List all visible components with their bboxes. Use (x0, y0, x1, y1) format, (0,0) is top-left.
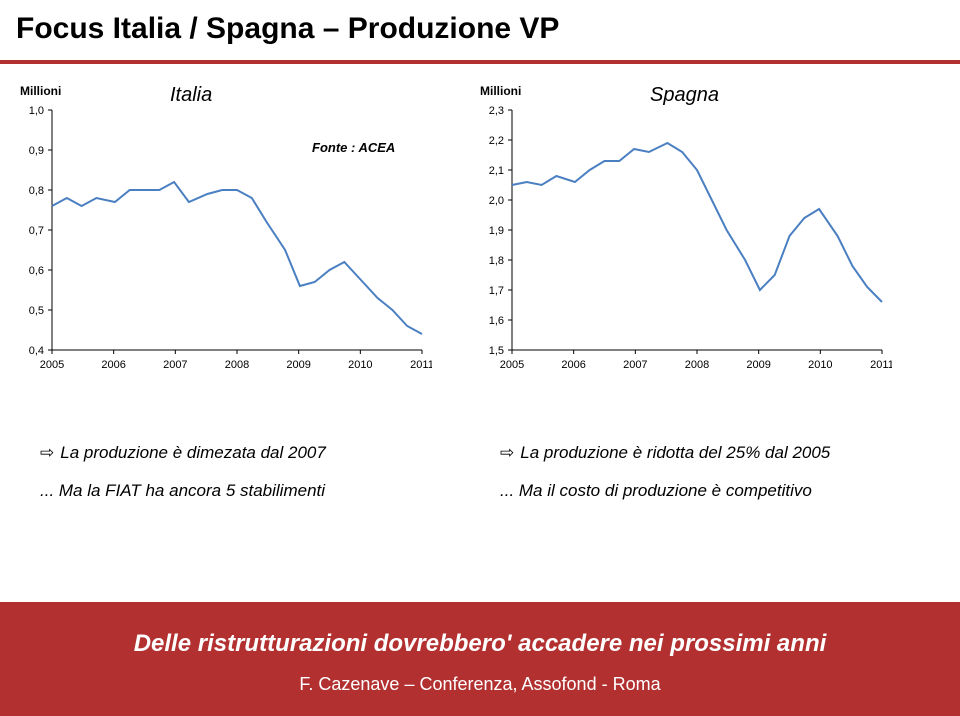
svg-text:1,6: 1,6 (489, 315, 504, 327)
svg-text:1,9: 1,9 (489, 225, 504, 237)
svg-text:2006: 2006 (561, 359, 585, 371)
svg-text:2010: 2010 (348, 359, 372, 371)
page-title: Focus Italia / Spagna – Produzione VP (16, 12, 559, 46)
bullet-text: La produzione è dimezata dal 2007 (60, 443, 326, 462)
svg-text:2,2: 2,2 (489, 135, 504, 147)
svg-text:2005: 2005 (40, 359, 64, 371)
svg-text:0,8: 0,8 (29, 185, 44, 197)
footer-band: Delle ristrutturazioni dovrebbero' accad… (0, 602, 960, 716)
svg-text:2010: 2010 (808, 359, 832, 371)
footer-sub: F. Cazenave – Conferenza, Assofond - Rom… (0, 674, 960, 695)
bullet-text: ... Ma la FIAT ha ancora 5 stabilimenti (40, 481, 325, 500)
svg-text:0,5: 0,5 (29, 305, 44, 317)
svg-text:0,6: 0,6 (29, 265, 44, 277)
svg-text:1,0: 1,0 (29, 105, 44, 117)
svg-text:2,1: 2,1 (489, 165, 504, 177)
svg-text:2007: 2007 (163, 359, 187, 371)
svg-text:0,9: 0,9 (29, 145, 44, 157)
left-chart: 0,4 0,5 0,6 0,7 0,8 0,9 1,0 2005 2006 2007 2008 200… (12, 100, 432, 380)
svg-text:2,3: 2,3 (489, 105, 504, 117)
bullet-row: ⇨ La produzione è ridotta del 25% dal 200… (500, 440, 940, 466)
svg-text:2011: 2011 (410, 359, 432, 371)
left-millioni-label: Millioni (20, 84, 61, 98)
svg-text:2008: 2008 (225, 359, 249, 371)
right-chart: 1,5 1,6 1,7 1,8 1,9 2,0 2,1 2,2 2,3 2005 2006 2007 2… (472, 100, 892, 380)
svg-text:0,4: 0,4 (29, 345, 44, 357)
svg-text:0,7: 0,7 (29, 225, 44, 237)
bullets-left: ⇨ La produzione è dimezata dal 2007 ... M… (40, 440, 460, 515)
svg-text:2007: 2007 (623, 359, 647, 371)
arrow-icon: ⇨ (40, 440, 54, 466)
bullet-text: La produzione è ridotta del 25% dal 2005 (520, 443, 830, 462)
bullets-right: ⇨ La produzione è ridotta del 25% dal 200… (500, 440, 940, 515)
svg-text:2006: 2006 (101, 359, 125, 371)
bullet-row: ... Ma il costo di produzione è competit… (500, 478, 940, 504)
bullet-row: ⇨ La produzione è dimezata dal 2007 (40, 440, 460, 466)
svg-text:2005: 2005 (500, 359, 524, 371)
title-divider (0, 60, 960, 64)
svg-text:2009: 2009 (746, 359, 770, 371)
svg-text:2011: 2011 (870, 359, 892, 371)
bullet-row: ... Ma la FIAT ha ancora 5 stabilimenti (40, 478, 460, 504)
svg-text:1,5: 1,5 (489, 345, 504, 357)
bullet-text: ... Ma il costo di produzione è competit… (500, 481, 812, 500)
svg-text:1,7: 1,7 (489, 285, 504, 297)
svg-text:2008: 2008 (685, 359, 709, 371)
right-millioni-label: Millioni (480, 84, 521, 98)
svg-text:2,0: 2,0 (489, 195, 504, 207)
arrow-icon: ⇨ (500, 440, 514, 466)
svg-text:2009: 2009 (286, 359, 310, 371)
footer-conclusion: Delle ristrutturazioni dovrebbero' accad… (0, 630, 960, 658)
svg-text:1,8: 1,8 (489, 255, 504, 267)
